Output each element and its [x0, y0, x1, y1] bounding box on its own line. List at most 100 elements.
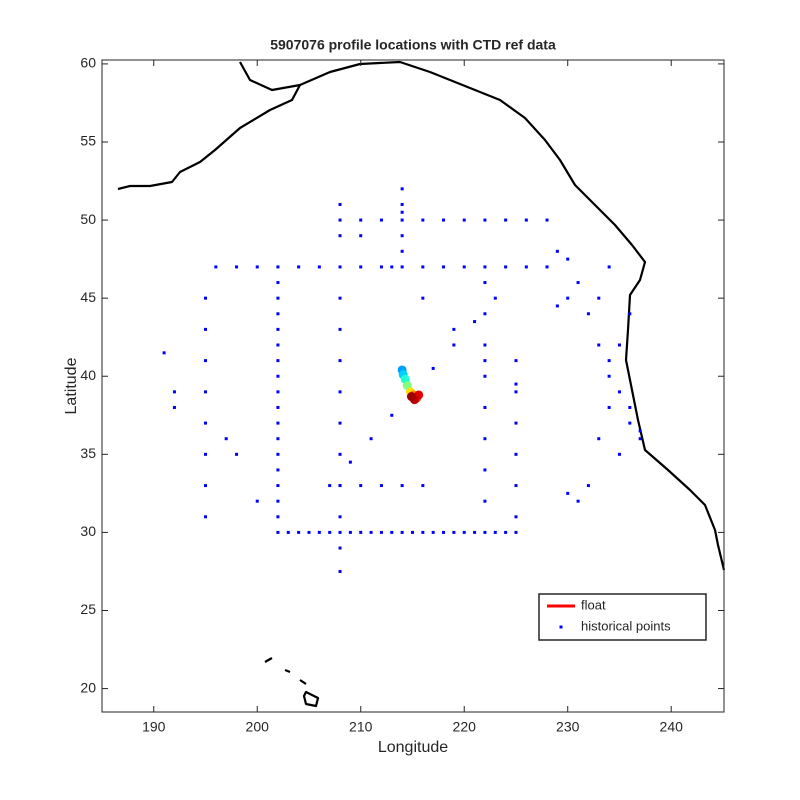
historical-point	[203, 296, 207, 300]
historical-point	[338, 515, 342, 519]
historical-point	[348, 460, 352, 464]
historical-point	[276, 530, 280, 534]
historical-point	[276, 515, 280, 519]
y-tick-label: 25	[80, 601, 96, 617]
historical-point	[442, 265, 446, 269]
historical-point	[586, 484, 590, 488]
historical-point	[276, 374, 280, 378]
historical-point	[452, 343, 456, 347]
historical-point	[607, 405, 611, 409]
historical-point	[379, 265, 383, 269]
historical-point	[379, 218, 383, 222]
historical-point	[555, 304, 559, 308]
historical-point	[483, 312, 487, 316]
historical-point	[607, 374, 611, 378]
historical-point	[390, 530, 394, 534]
historical-point	[483, 359, 487, 363]
historical-point	[431, 366, 435, 370]
historical-point	[162, 351, 166, 355]
historical-point	[504, 265, 508, 269]
historical-point	[493, 296, 497, 300]
historical-point	[597, 437, 601, 441]
y-tick-label: 45	[80, 289, 96, 305]
historical-point	[421, 218, 425, 222]
historical-point	[524, 218, 528, 222]
historical-point	[338, 202, 342, 206]
x-tick-label: 240	[660, 719, 684, 735]
historical-point	[483, 218, 487, 222]
y-tick-label: 30	[80, 523, 96, 539]
historical-point	[338, 569, 342, 573]
historical-point	[276, 390, 280, 394]
historical-point	[617, 390, 621, 394]
historical-point	[359, 218, 363, 222]
hawaii	[264, 657, 320, 708]
x-tick-label: 210	[349, 719, 373, 735]
historical-point	[400, 249, 404, 253]
historical-point	[483, 437, 487, 441]
historical-point	[338, 327, 342, 331]
x-tick-label: 190	[142, 719, 166, 735]
historical-point	[235, 452, 239, 456]
historical-point	[203, 515, 207, 519]
historical-point	[276, 296, 280, 300]
historical-point	[504, 530, 508, 534]
historical-point	[524, 265, 528, 269]
historical-point	[473, 530, 477, 534]
float-point	[406, 392, 416, 402]
historical-point	[203, 484, 207, 488]
historical-point	[172, 390, 176, 394]
x-axis-label: Longitude	[378, 739, 448, 756]
historical-point	[514, 484, 518, 488]
historical-point	[400, 187, 404, 191]
historical-point	[390, 265, 394, 269]
historical-point	[203, 390, 207, 394]
historical-point	[421, 484, 425, 488]
y-tick-label: 20	[80, 679, 96, 695]
historical-point	[379, 484, 383, 488]
chart-title: 5907076 profile locations with CTD ref d…	[270, 37, 556, 53]
historical-point	[203, 327, 207, 331]
historical-point	[328, 484, 332, 488]
coastline	[117, 60, 726, 708]
x-tick-label: 200	[246, 719, 270, 735]
historical-point	[338, 546, 342, 550]
historical-point	[421, 296, 425, 300]
historical-point	[286, 530, 290, 534]
historical-point	[555, 249, 559, 253]
historical-point	[338, 296, 342, 300]
historical-point	[307, 530, 311, 534]
historical-point	[514, 452, 518, 456]
historical-point	[276, 327, 280, 331]
historical-point	[276, 312, 280, 316]
historical-point	[431, 530, 435, 534]
historical-point	[638, 437, 642, 441]
historical-point	[338, 421, 342, 425]
historical-point	[462, 530, 466, 534]
historical-point	[276, 343, 280, 347]
historical-point	[235, 265, 239, 269]
historical-point	[328, 530, 332, 534]
legend-label: historical points	[581, 618, 671, 633]
historical-point	[514, 530, 518, 534]
historical-point	[586, 312, 590, 316]
historical-point	[276, 421, 280, 425]
historical-point	[338, 265, 342, 269]
historical-point	[545, 265, 549, 269]
historical-point	[172, 405, 176, 409]
historical-point	[255, 499, 259, 503]
historical-point	[338, 530, 342, 534]
historical-point	[628, 421, 632, 425]
historical-point	[400, 265, 404, 269]
historical-point	[597, 343, 601, 347]
historical-point	[255, 265, 259, 269]
historical-point	[359, 234, 363, 238]
y-tick-label: 55	[80, 133, 96, 149]
historical-point	[597, 296, 601, 300]
historical-point	[338, 218, 342, 222]
historical-point	[359, 265, 363, 269]
historical-point	[607, 265, 611, 269]
historical-point	[483, 281, 487, 285]
